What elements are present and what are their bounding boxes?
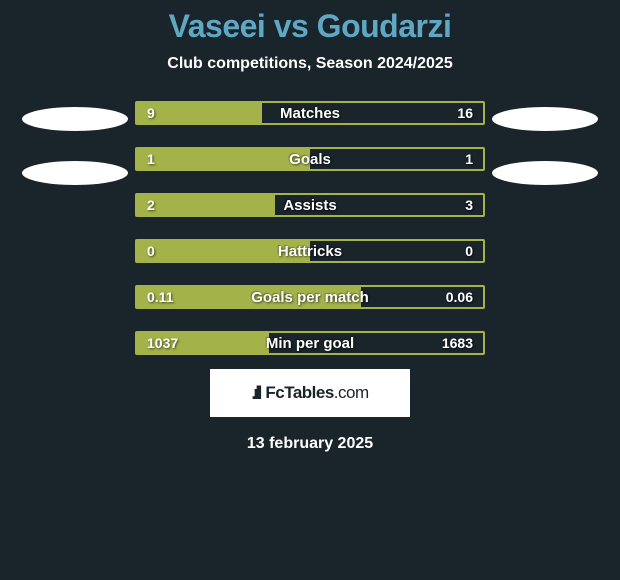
stat-right-value: 1 [465,149,473,169]
stat-bar-left-fill [137,149,310,169]
player-avatar-oval [22,107,128,131]
stat-bar: 10371683Min per goal [135,331,485,355]
comparison-card: Vaseei vs Goudarzi Club competitions, Se… [0,0,620,453]
date-line: 13 february 2025 [247,435,373,453]
right-player-col [485,101,605,215]
subtitle: Club competitions, Season 2024/2025 [167,55,452,73]
brand-name-bold: FcTables [265,383,333,402]
stat-right-value: 3 [465,195,473,215]
stat-bar-left-fill [137,195,275,215]
stat-bar: 23Assists [135,193,485,217]
stat-bar-left-fill [137,287,361,307]
stat-bar: 0.110.06Goals per match [135,285,485,309]
player-avatar-oval [492,107,598,131]
stat-bars: 916Matches 11Goals 23Assists 00Hattricks 0.1… [135,101,485,355]
stat-bar-left-fill [137,103,262,123]
stat-bar-left-fill [137,333,269,353]
stats-area: 916Matches 11Goals 23Assists 00Hattricks 0.1… [0,101,620,355]
brand-name-light: .com [334,383,369,402]
stat-right-value: 0 [465,241,473,261]
left-player-col [15,101,135,215]
brand-badge: .ıll FcTables.com [210,369,410,417]
stat-bar-left-fill [137,241,310,261]
brand-chart-icon: .ıll [251,383,259,404]
stat-right-value: 16 [457,103,473,123]
player-avatar-oval [492,161,598,185]
stat-right-value: 1683 [442,333,473,353]
stat-bar: 916Matches [135,101,485,125]
stat-right-value: 0.06 [446,287,473,307]
stat-bar: 11Goals [135,147,485,171]
stat-bar: 00Hattricks [135,239,485,263]
page-title: Vaseei vs Goudarzi [169,8,452,45]
player-avatar-oval [22,161,128,185]
